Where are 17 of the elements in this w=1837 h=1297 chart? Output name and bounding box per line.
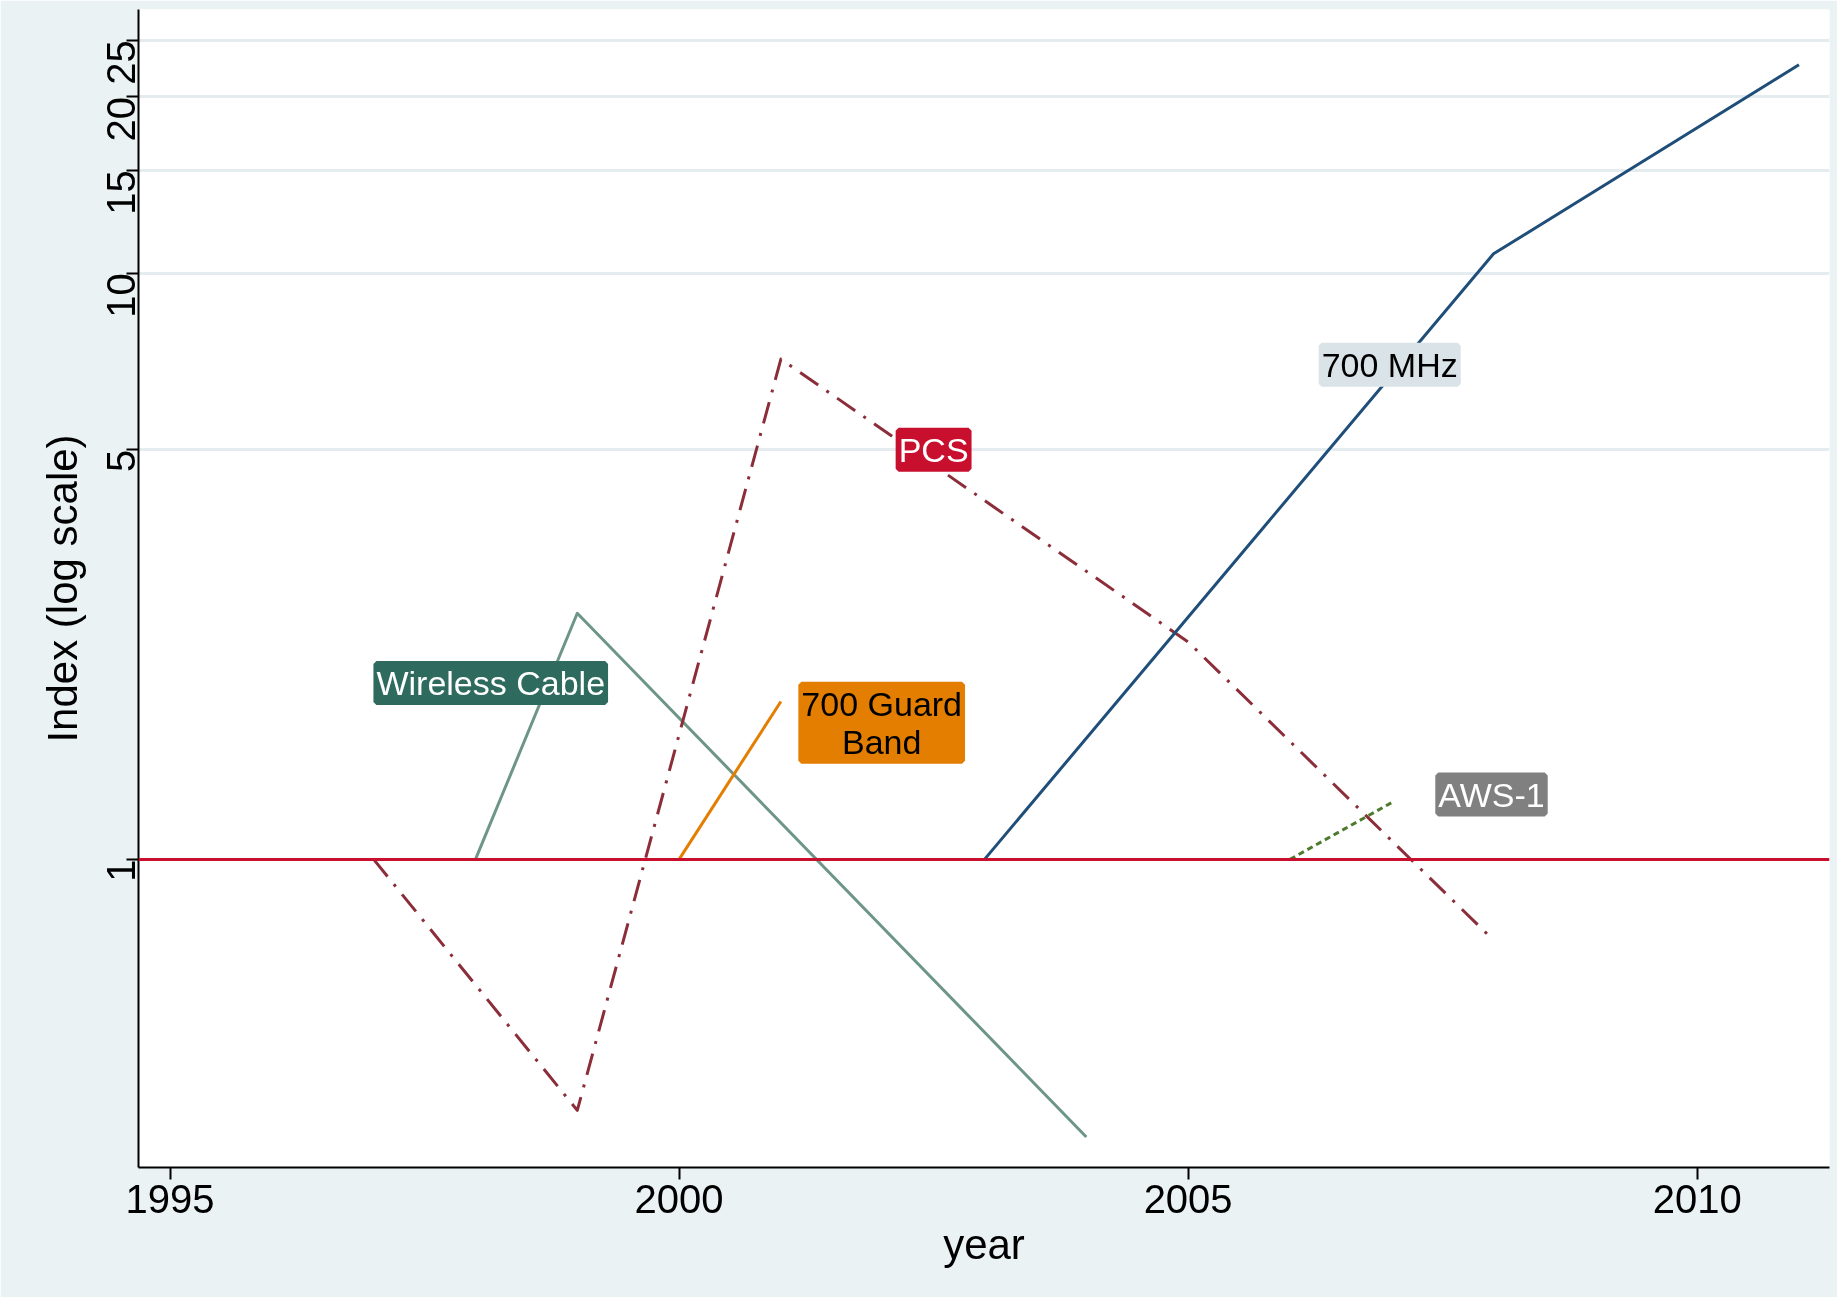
y-tick-label: 25: [99, 40, 144, 85]
series-label: Wireless Cable: [376, 663, 606, 702]
x-axis-title: year: [943, 1220, 1025, 1268]
series-label: AWS-1: [1438, 775, 1545, 814]
y-tick-label: 15: [99, 170, 144, 215]
series-label: 700 Guard Band: [801, 684, 963, 761]
x-tick-label: 2005: [1143, 1176, 1233, 1221]
y-tick-label: 10: [99, 273, 144, 318]
y-tick-label: 5: [99, 449, 144, 473]
y-tick-label: 20: [99, 96, 144, 142]
y-axis-title: Index (log scale): [38, 434, 86, 743]
y-tick-label: 1: [99, 859, 144, 882]
series-label: PCS: [898, 430, 969, 469]
x-tick-label: 1995: [125, 1176, 215, 1221]
x-tick-label: 2010: [1652, 1176, 1742, 1221]
x-tick-label: 2000: [634, 1176, 724, 1221]
series-label: 700 MHz: [1321, 345, 1458, 384]
